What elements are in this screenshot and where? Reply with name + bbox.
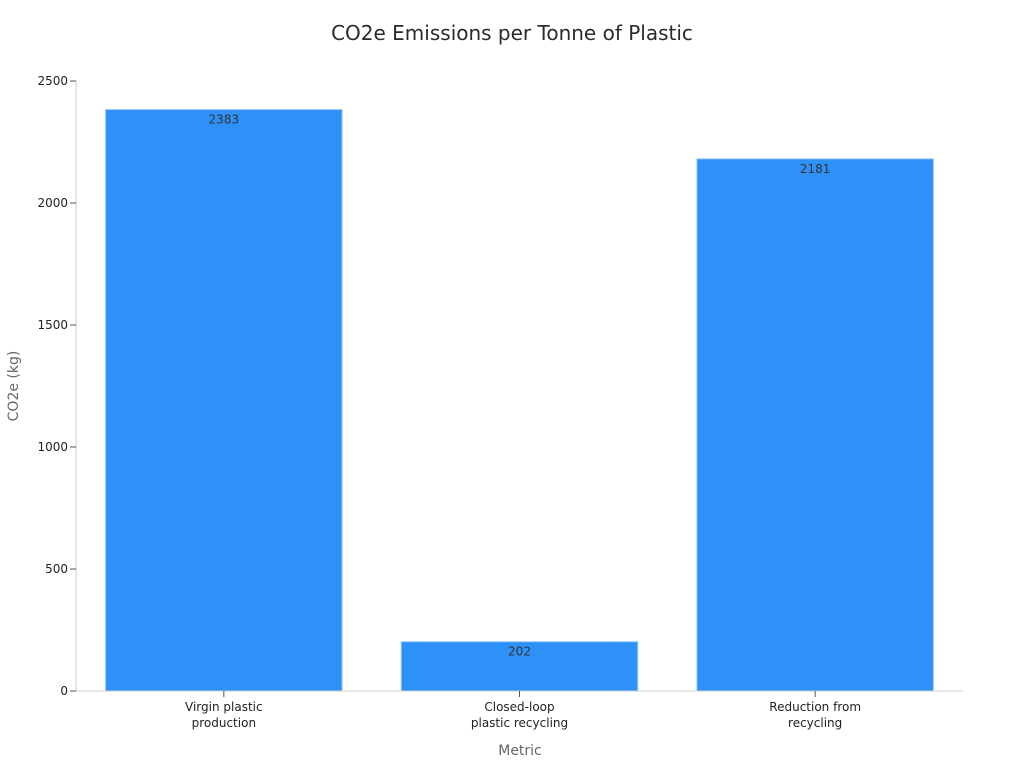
- axes-layer: [70, 80, 963, 697]
- y-tick-label: 1000: [37, 440, 68, 454]
- bar-value-label: 2181: [800, 162, 831, 176]
- y-tick-label: 500: [45, 562, 68, 576]
- y-tick-label: 2500: [37, 74, 68, 88]
- bar-value-label: 2383: [209, 113, 240, 127]
- y-tick-label: 1500: [37, 318, 68, 332]
- bar: [105, 109, 343, 692]
- x-tick-label: Closed-loop plastic recycling: [471, 700, 568, 730]
- bar-value-label: 202: [508, 645, 531, 659]
- chart-title: CO2e Emissions per Tonne of Plastic: [331, 21, 693, 45]
- x-axis-title: Metric: [498, 743, 542, 759]
- y-axis-title: CO2e (kg): [6, 351, 22, 422]
- bar: [400, 641, 639, 692]
- bars-layer: [105, 109, 934, 692]
- bar: [696, 158, 934, 692]
- y-tick-label: 0: [60, 684, 68, 698]
- labels-layer: 2383 202 2181 0 500 1000 1500 2000 2500 Virgin pl…: [37, 74, 861, 730]
- x-tick-label: Virgin plastic production: [185, 700, 263, 730]
- y-tick-label: 2000: [37, 196, 68, 210]
- x-tick-label: Reduction from recycling: [769, 700, 861, 730]
